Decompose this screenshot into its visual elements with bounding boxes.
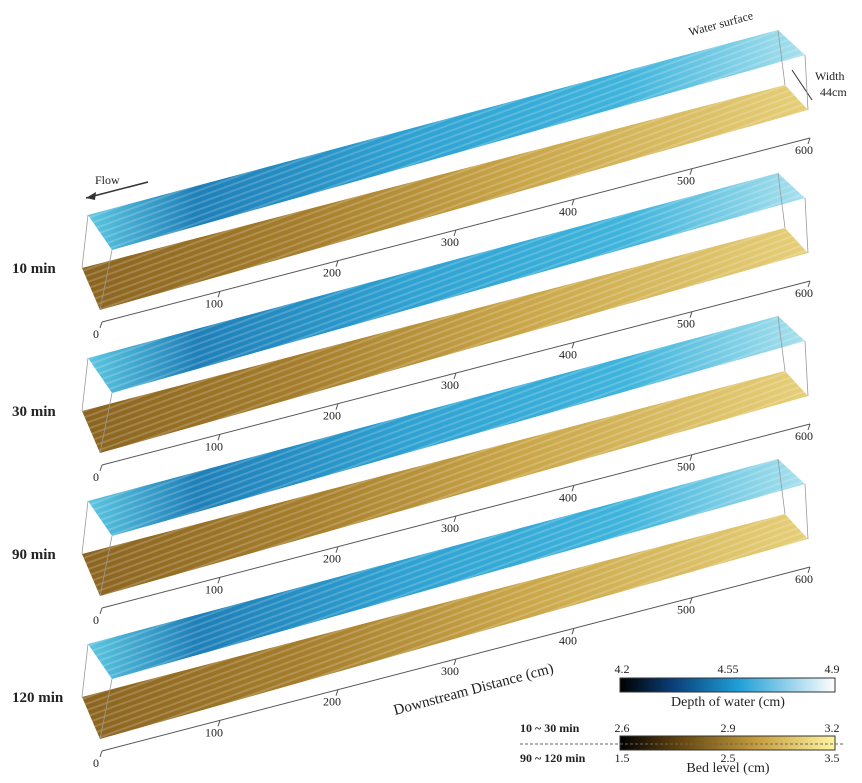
axis-tick-label: 500	[677, 603, 695, 617]
axis-tick-label: 400	[559, 204, 577, 218]
axis-tick	[100, 608, 102, 614]
axis-tick-label: 200	[323, 409, 341, 423]
bed-row-label: 90 ~ 120 min	[520, 751, 586, 765]
box-edge	[805, 484, 808, 539]
time-label: 120 min	[12, 690, 64, 706]
axis-tick-label: 600	[795, 143, 813, 157]
axis-tick	[100, 322, 102, 328]
water-colorbar-tick: 4.55	[718, 662, 739, 676]
axis-tick-label: 500	[677, 317, 695, 331]
box-edge	[82, 501, 88, 554]
axis-tick	[100, 465, 102, 471]
bed-colorbar-tick: 2.5	[721, 751, 736, 765]
box-edge	[82, 358, 88, 411]
width-label: Width	[815, 69, 845, 83]
axis-tick-label: 600	[795, 572, 813, 586]
axis-tick-label: 200	[323, 695, 341, 709]
axis-tick-label: 200	[323, 266, 341, 280]
axis-tick-label: 400	[559, 347, 577, 361]
axis-tick-label: 0	[93, 613, 99, 627]
bed-colorbar-tick: 2.6	[615, 721, 630, 735]
flow-label: Flow	[95, 173, 120, 187]
width-arrow	[792, 70, 812, 100]
axis-tick-label: 300	[441, 378, 459, 392]
bed-colorbar	[620, 736, 835, 750]
axis-tick-label: 500	[677, 460, 695, 474]
flow-arrowhead	[86, 192, 96, 200]
time-label: 90 min	[12, 547, 56, 563]
axis-tick-label: 300	[441, 664, 459, 678]
axis-tick-label: 100	[205, 439, 223, 453]
water-colorbar	[620, 678, 835, 692]
water-colorbar-tick: 4.9	[825, 662, 840, 676]
axis-tick-label: 400	[559, 633, 577, 647]
box-edge	[805, 341, 808, 396]
bed-colorbar-tick: 1.5	[615, 751, 630, 765]
box-edge	[805, 198, 808, 253]
axis-tick-label: 500	[677, 174, 695, 188]
axis-tick-label: 0	[93, 756, 99, 770]
water-colorbar-tick: 4.2	[615, 662, 630, 676]
axis-tick-label: 0	[93, 327, 99, 341]
axis-tick	[100, 751, 102, 757]
box-edge	[82, 644, 88, 697]
bed-colorbar-tick: 3.2	[825, 721, 840, 735]
axis-tick-label: 600	[795, 429, 813, 443]
bed-colorbar-tick: 2.9	[721, 721, 736, 735]
time-label: 30 min	[12, 404, 56, 420]
box-edge	[82, 215, 88, 268]
box-edge	[805, 55, 808, 110]
axis-tick-label: 300	[441, 235, 459, 249]
axis-tick-label: 0	[93, 470, 99, 484]
axis-tick-label: 400	[559, 490, 577, 504]
water-colorbar-title: Depth of water (cm)	[671, 695, 785, 710]
axis-tick-label: 100	[205, 582, 223, 596]
water-surface-label: Water surface	[687, 8, 754, 39]
axis-tick-label: 100	[205, 296, 223, 310]
bed-row-label: 10 ~ 30 min	[520, 721, 580, 735]
axis-tick-label: 200	[323, 552, 341, 566]
axis-tick-label: 300	[441, 521, 459, 535]
figure: Water surface Bed surface Width 44cm Flo…	[0, 0, 862, 778]
time-label: 10 min	[12, 261, 56, 277]
width-value: 44cm	[820, 85, 847, 99]
axis-tick-label: 100	[205, 725, 223, 739]
axis-tick-label: 600	[795, 286, 813, 300]
bed-colorbar-tick: 3.5	[825, 751, 840, 765]
